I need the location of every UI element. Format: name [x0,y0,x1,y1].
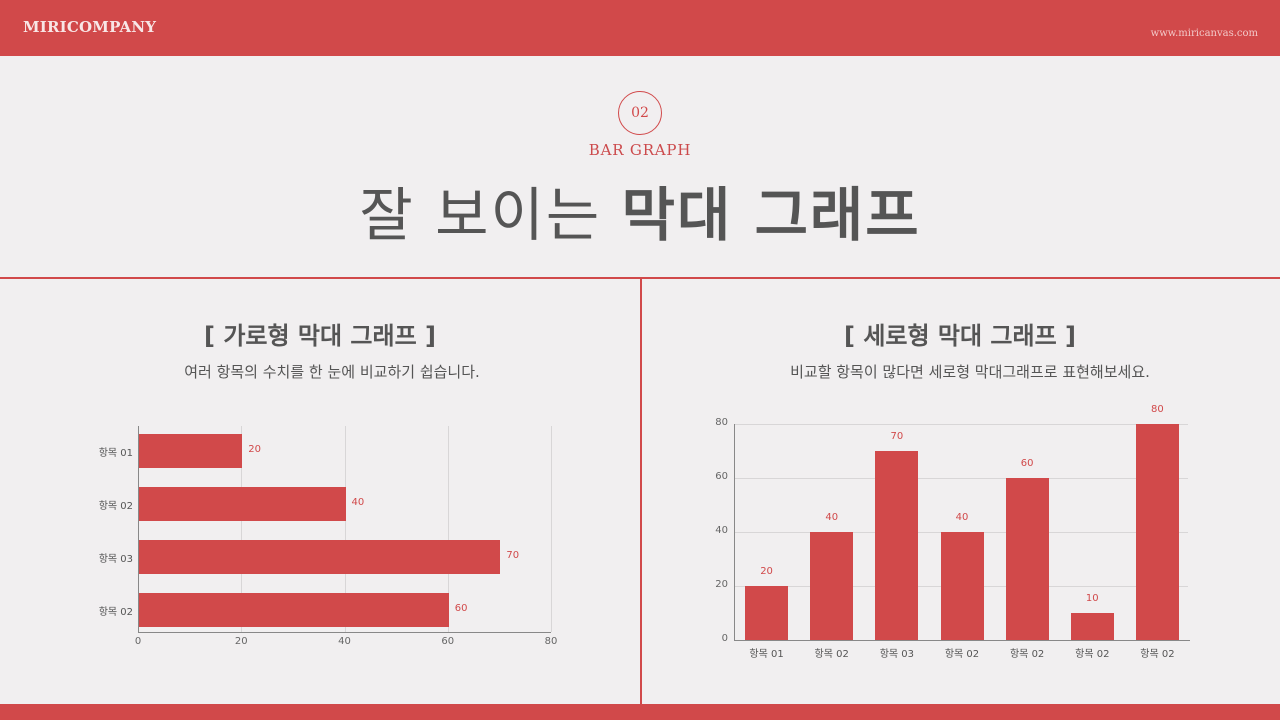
category-label: 항목 02 [98,607,133,618]
page-title: 잘 보이는 막대 그래프 [0,168,1280,252]
category-label: 항목 03 [98,554,133,565]
x-axis [734,640,1190,641]
section-number-badge: 02 [618,91,662,135]
data-label: 10 [1085,593,1099,604]
bar [810,532,854,640]
data-label: 20 [760,566,773,577]
brand-logo: MIRICOMPANY [23,18,157,36]
data-label: 40 [955,512,969,523]
x-tick-label: 80 [544,636,558,647]
gridline [447,426,449,632]
gridline [734,424,1188,425]
bar [139,593,449,627]
category-label: 항목 03 [879,649,914,660]
data-label: 60 [1020,458,1034,469]
data-label: 40 [351,497,365,508]
website-link[interactable]: www.miricanvas.com [1150,28,1258,39]
category-label: 항목 01 [749,649,784,660]
data-label: 70 [506,550,520,561]
left-panel-description: 여러 항목의 수치를 한 눈에 비교하기 쉽습니다. [184,363,480,381]
gridline [344,426,346,632]
x-tick-label: 0 [134,636,142,647]
bar [875,451,919,640]
category-label: 항목 02 [814,649,849,660]
right-panel-description: 비교할 항목이 많다면 세로형 막대그래프로 표현해보세요. [790,363,1150,381]
category-label: 항목 01 [98,448,133,459]
data-label: 70 [890,431,904,442]
data-label: 20 [248,444,261,455]
bar [139,434,243,468]
bar [139,540,501,574]
section-number: 02 [631,105,649,121]
horizontal-bar-chart: 0 20 40 60 80 20 항목 01 40 항목 02 70 항목 03 60 항목 02 [98,426,558,647]
right-panel-title: [ 세로형 막대 그래프 ] [844,322,1076,350]
bar [1135,424,1179,640]
data-label: 60 [454,603,468,614]
y-tick-label: 40 [715,525,728,536]
y-tick-label: 0 [721,633,728,644]
x-tick-label: 40 [338,636,351,647]
x-tick-label: 20 [234,636,248,647]
y-tick-label: 60 [715,471,728,482]
y-tick-label: 80 [715,417,728,428]
gridline [734,478,1188,479]
vertical-divider [640,277,642,705]
bar [745,586,789,640]
bar [1005,478,1049,640]
page-title-bold: 막대 그래프 [621,181,921,249]
section-subtitle: BAR GRAPH [588,141,692,159]
x-axis [138,632,551,633]
data-label: 80 [1151,404,1164,415]
bar [940,532,984,640]
left-panel-title: [ 가로형 막대 그래프 ] [204,322,436,350]
bar [139,487,346,521]
category-label: 항목 02 [98,501,133,512]
data-label: 40 [825,512,839,523]
header-bar: MIRICOMPANY www.miricanvas.com [0,0,1280,56]
y-axis [138,426,139,632]
footer-bar [0,704,1280,720]
bar [1070,613,1114,640]
page-title-light: 잘 보이는 [359,181,602,249]
category-label: 항목 02 [1009,649,1045,660]
category-label: 항목 02 [944,649,980,660]
category-label: 항목 02 [1075,649,1110,660]
gridline [241,426,243,632]
y-tick-label: 20 [715,579,728,590]
x-tick-label: 60 [441,636,455,647]
gridline [551,426,552,632]
y-axis [734,424,735,640]
category-label: 항목 02 [1140,649,1175,660]
